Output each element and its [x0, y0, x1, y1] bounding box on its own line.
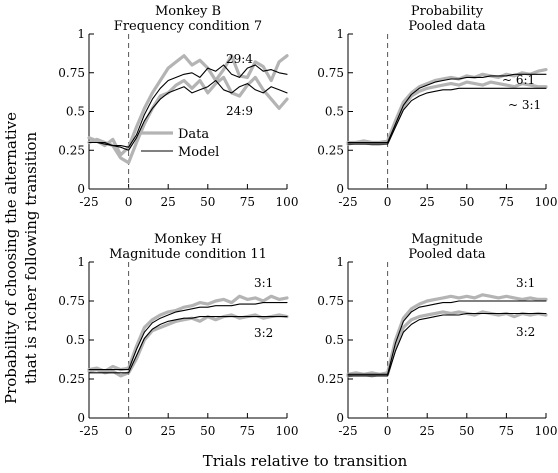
- x-tick-label: 100: [276, 424, 299, 438]
- x-tick-label: 75: [499, 195, 514, 209]
- model-series--6-1: [347, 73, 547, 144]
- y-tick-label: 0: [77, 182, 85, 196]
- y-tick-label: 0.75: [317, 294, 344, 308]
- x-tick-label: 75: [240, 424, 255, 438]
- y-tick-label: 0.75: [58, 66, 85, 80]
- ratio-annotation: 3:2: [516, 325, 535, 339]
- data-series-29-4: [87, 54, 289, 157]
- y-tick-label: 0: [336, 411, 344, 425]
- x-tick-label: 0: [384, 424, 392, 438]
- panel-title: Magnitude: [411, 232, 483, 247]
- y-tick-label: 1: [77, 27, 85, 41]
- panel-subtitle: Frequency condition 7: [114, 19, 262, 34]
- y-tick-label: 0.5: [325, 333, 344, 347]
- ratio-annotation: 3:1: [516, 276, 535, 290]
- ratio-annotation: ~ 6:1: [502, 73, 535, 87]
- model-series-3-1: [347, 300, 547, 375]
- panel-title: Monkey B: [155, 4, 221, 19]
- y-tick-label: 1: [336, 27, 344, 41]
- ratio-annotation: ~ 3:1: [508, 98, 541, 112]
- model-series--3-1: [347, 87, 547, 145]
- data-series--3-1: [346, 80, 548, 146]
- x-tick-label: 50: [200, 424, 215, 438]
- y-tick-label: 1: [77, 255, 85, 269]
- ratio-annotation: 3:1: [254, 276, 273, 290]
- x-axis-title: Trials relative to transition: [203, 452, 408, 470]
- x-tick-label: 25: [420, 195, 435, 209]
- x-tick-label: 100: [276, 195, 299, 209]
- panel-subtitle: Pooled data: [408, 19, 485, 34]
- x-tick-label: 50: [200, 195, 215, 209]
- panel-title: Monkey H: [154, 232, 222, 247]
- legend: Data Model: [141, 127, 219, 160]
- x-tick-label: 100: [535, 424, 558, 438]
- y-tick-label: 0.25: [58, 372, 85, 386]
- y-axis-title-line2: that is richer following transition: [22, 132, 40, 385]
- ratio-annotation: 3:2: [254, 326, 273, 340]
- x-tick-label: 100: [535, 195, 558, 209]
- y-tick-label: 0.5: [66, 105, 85, 119]
- x-tick-label: -25: [338, 424, 357, 438]
- data-series-24-9: [87, 75, 289, 165]
- y-axis-title-line1: Probability of choosing the alternative: [2, 112, 20, 404]
- data-series-3-2: [346, 310, 548, 378]
- x-tick-label: 25: [161, 195, 176, 209]
- x-tick-label: 0: [125, 424, 133, 438]
- x-tick-label: 50: [459, 424, 474, 438]
- x-tick-label: 75: [240, 195, 255, 209]
- y-tick-label: 0.75: [58, 294, 85, 308]
- x-tick-label: 75: [499, 424, 514, 438]
- model-series-3-2: [88, 316, 288, 374]
- y-tick-label: 0.25: [58, 143, 85, 157]
- y-tick-label: 0.25: [317, 143, 344, 157]
- data-series-3-2: [87, 313, 289, 378]
- y-tick-label: 0: [77, 411, 85, 425]
- y-tick-label: 0: [336, 182, 344, 196]
- panel-subtitle: Pooled data: [408, 247, 485, 262]
- y-tick-label: 0.5: [325, 105, 344, 119]
- x-tick-label: -25: [79, 195, 98, 209]
- ratio-annotation: 24:9: [226, 104, 253, 118]
- panel-subtitle: Magnitude condition 11: [109, 247, 267, 262]
- legend-data-label: Data: [178, 127, 209, 142]
- x-tick-label: -25: [338, 195, 357, 209]
- model-series-29-4: [88, 64, 288, 148]
- legend-model-label: Model: [178, 145, 219, 160]
- x-tick-label: 25: [420, 424, 435, 438]
- x-tick-label: 0: [384, 195, 392, 209]
- x-tick-label: -25: [79, 424, 98, 438]
- model-series-3-1: [88, 302, 288, 371]
- x-tick-label: 0: [125, 195, 133, 209]
- y-tick-label: 0.5: [66, 333, 85, 347]
- y-tick-label: 0.75: [317, 66, 344, 80]
- y-tick-label: 0.25: [317, 372, 344, 386]
- panel-title: Probability: [411, 4, 484, 19]
- model-series-24-9: [88, 79, 288, 151]
- x-tick-label: 25: [161, 424, 176, 438]
- model-series-3-2: [347, 312, 547, 377]
- y-tick-label: 1: [336, 255, 344, 269]
- x-tick-label: 50: [459, 195, 474, 209]
- ratio-annotation: 29:4: [226, 52, 253, 66]
